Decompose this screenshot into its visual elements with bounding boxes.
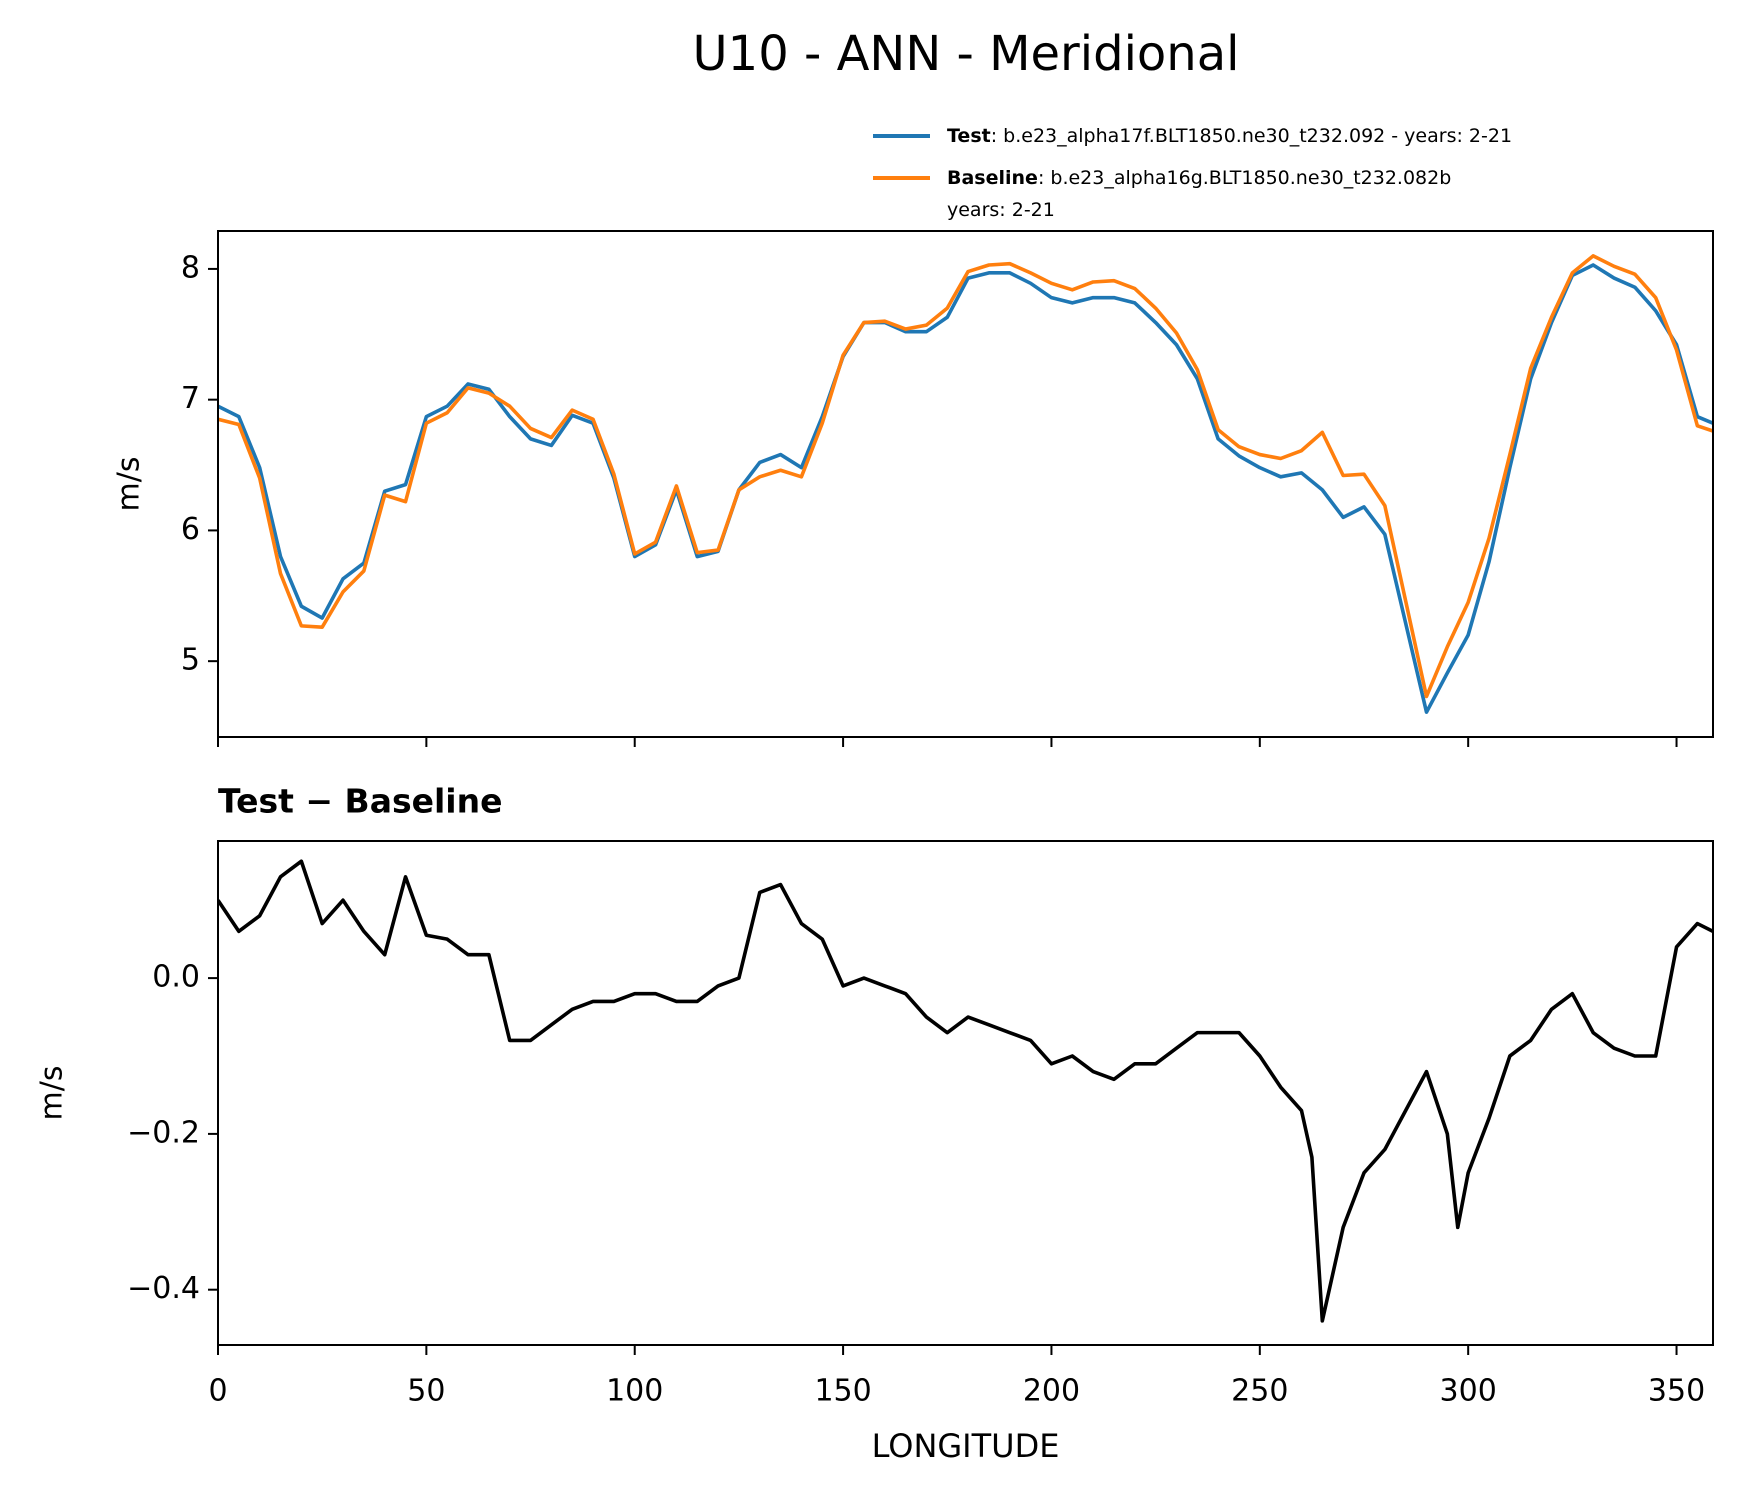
x-tick-label: 150 (814, 1374, 871, 1409)
y-axis-label: m/s (112, 457, 147, 512)
figure-title: U10 - ANN - Meridional (693, 26, 1240, 82)
y-tick-label: −0.4 (127, 1271, 200, 1306)
x-tick-label: 300 (1440, 1374, 1497, 1409)
y-tick-label: 6 (181, 512, 200, 547)
plot-area (218, 859, 1713, 1323)
legend-label: Test: b.e23_alpha17f.BLT1850.ne30_t232.0… (947, 125, 1512, 147)
x-tick-label: 350 (1648, 1374, 1705, 1409)
y-tick-label: 5 (181, 643, 200, 678)
legend-name: Baseline (947, 167, 1038, 189)
axes-frame (217, 230, 1714, 738)
legend-text: : b.e23_alpha17f.BLT1850.ne30_t232.092 -… (991, 125, 1512, 147)
data-line (218, 263, 1713, 714)
data-line (218, 254, 1713, 699)
legend-name: Test (947, 125, 991, 147)
legend-label: years: 2-21 (947, 199, 1055, 221)
data-line (218, 859, 1713, 1323)
x-axis-label: LONGITUDE (872, 1427, 1060, 1465)
plot-area (218, 254, 1713, 714)
axes-frame (217, 840, 1714, 1346)
x-tick-label: 200 (1023, 1374, 1080, 1409)
x-tick-label: 50 (407, 1374, 445, 1409)
x-tick-label: 0 (208, 1374, 227, 1409)
x-tick-label: 250 (1231, 1374, 1288, 1409)
legend-text: years: 2-21 (947, 199, 1055, 221)
y-tick-label: 0.0 (152, 960, 200, 995)
legend-label: Baseline: b.e23_alpha16g.BLT1850.ne30_t2… (947, 167, 1451, 189)
y-axis-label: m/s (35, 1066, 70, 1121)
y-tick-label: −0.2 (127, 1115, 200, 1150)
y-tick-label: 8 (181, 250, 200, 285)
y-tick-label: 7 (181, 381, 200, 416)
subplot-title: Test − Baseline (218, 782, 503, 821)
legend-text: : b.e23_alpha16g.BLT1850.ne30_t232.082b (1038, 167, 1451, 189)
x-tick-label: 100 (606, 1374, 663, 1409)
